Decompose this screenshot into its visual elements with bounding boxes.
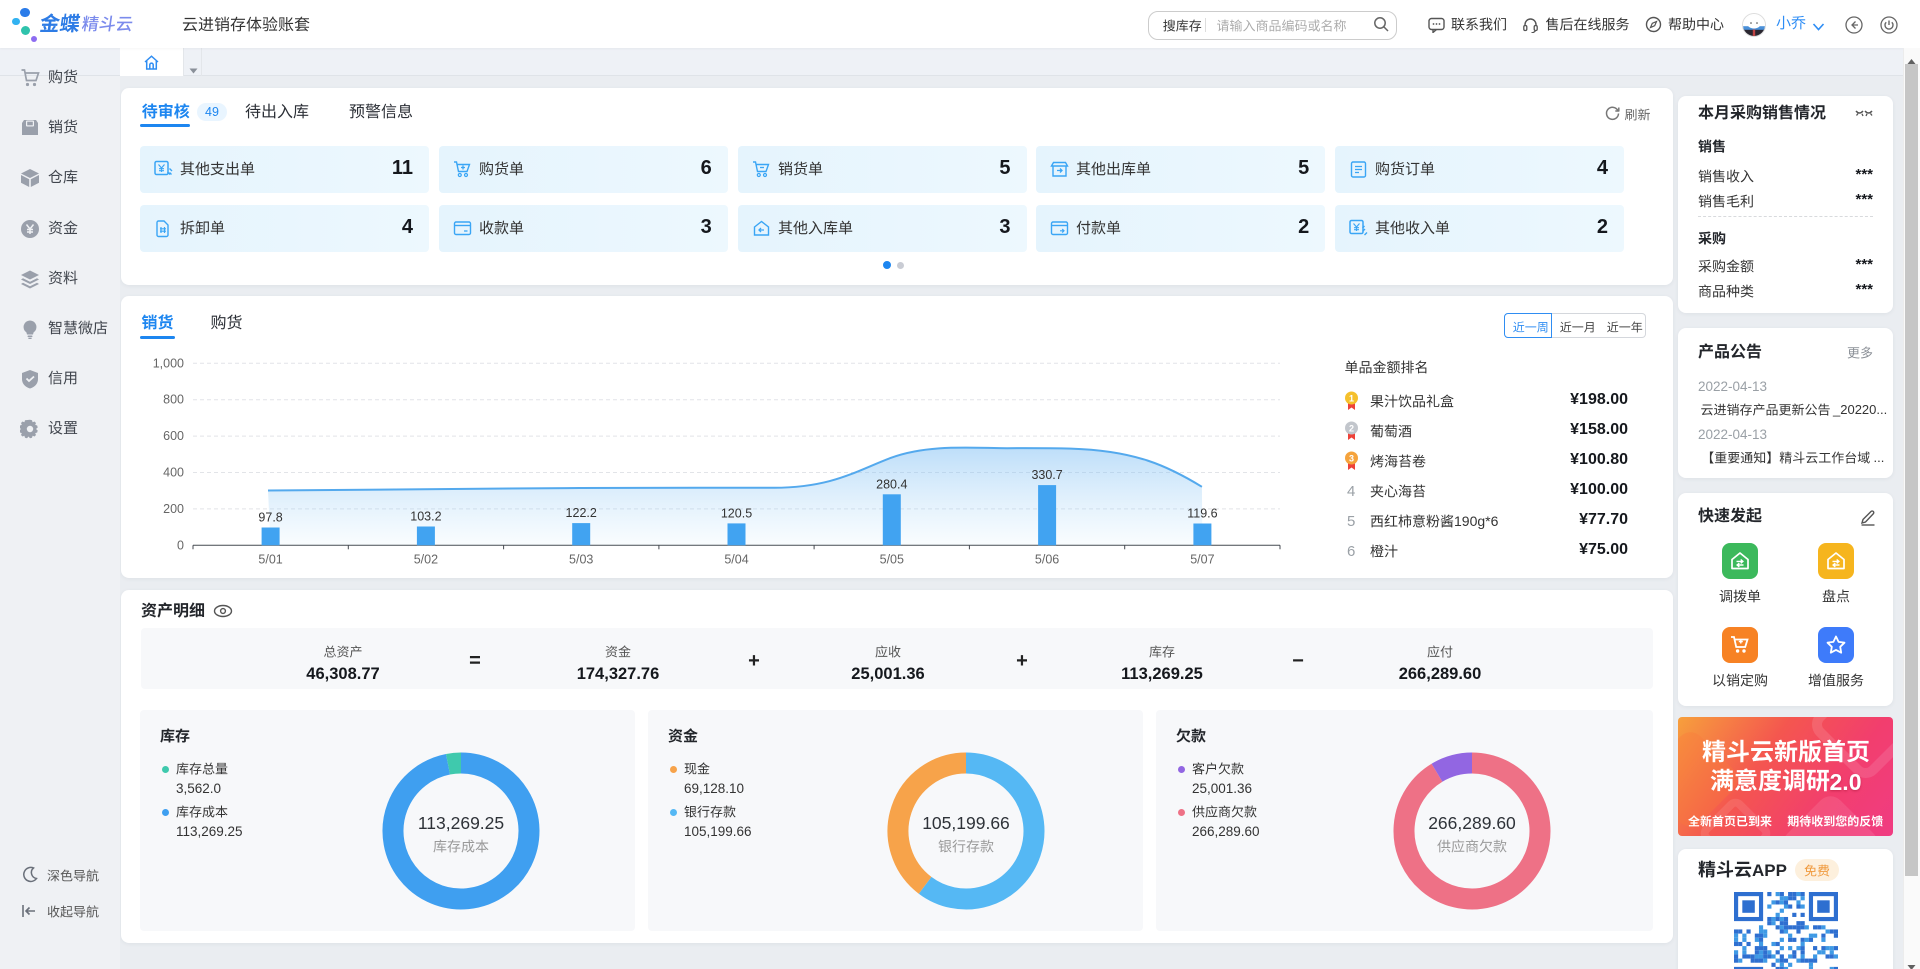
svg-text:5/02: 5/02 [414,552,438,566]
svg-text:5/06: 5/06 [1035,552,1059,566]
svg-text:5/03: 5/03 [569,552,593,566]
svg-text:1,000: 1,000 [153,356,184,370]
svg-text:280.4: 280.4 [876,477,907,491]
svg-text:0: 0 [177,538,184,552]
svg-text:119.6: 119.6 [1187,507,1217,521]
svg-text:5/01: 5/01 [258,552,282,566]
svg-text:1: 1 [1349,394,1354,404]
svg-text:2: 2 [1349,424,1354,434]
svg-text:103.2: 103.2 [410,510,441,524]
svg-text:5/04: 5/04 [724,552,748,566]
svg-text:330.7: 330.7 [1031,468,1062,482]
svg-text:5/07: 5/07 [1190,552,1214,566]
svg-text:200: 200 [163,502,184,516]
svg-text:600: 600 [163,429,184,443]
svg-text:3: 3 [1349,454,1354,464]
svg-text:122.2: 122.2 [566,506,597,520]
svg-text:120.5: 120.5 [721,506,752,520]
svg-text:97.8: 97.8 [258,511,282,525]
svg-text:400: 400 [163,466,184,480]
svg-text:800: 800 [163,393,184,407]
svg-text:5/05: 5/05 [880,552,904,566]
